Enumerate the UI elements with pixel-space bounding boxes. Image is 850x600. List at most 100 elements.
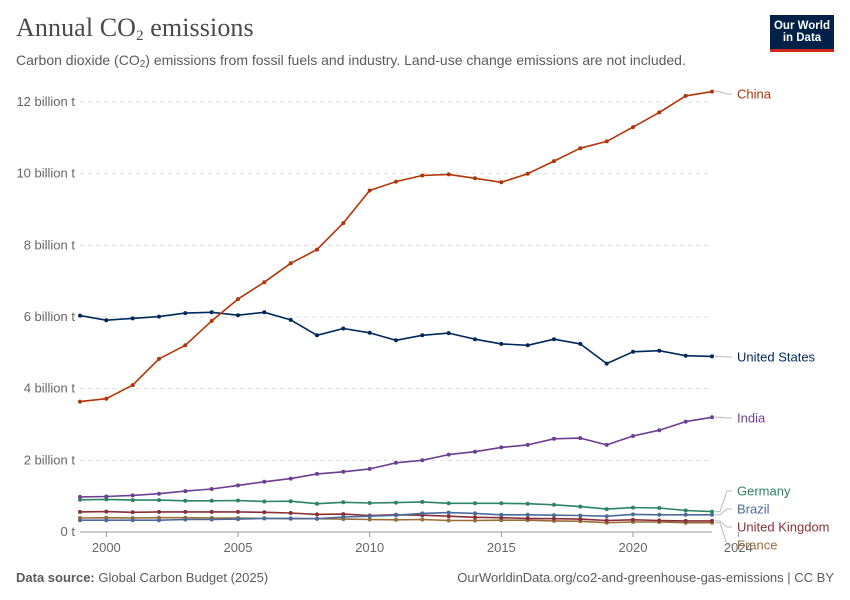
data-point-brazil[interactable] [130,518,135,523]
data-point-united-kingdom[interactable] [236,509,240,514]
data-point-united-kingdom[interactable] [631,517,635,522]
data-point-france[interactable] [473,518,477,523]
data-point-brazil[interactable] [420,511,425,516]
data-point-united-states[interactable] [683,353,688,358]
data-point-india[interactable] [420,458,425,463]
data-point-france[interactable] [446,518,451,523]
data-point-united-kingdom[interactable] [525,516,530,521]
data-point-india[interactable] [710,415,714,420]
data-point-brazil[interactable] [78,518,82,523]
data-point-united-kingdom[interactable] [552,516,556,521]
data-point-china[interactable] [473,176,477,181]
data-point-united-kingdom[interactable] [657,518,662,523]
data-point-brazil[interactable] [710,512,714,517]
data-point-china[interactable] [420,173,425,178]
data-point-brazil[interactable] [236,517,240,522]
data-point-china[interactable] [315,247,319,252]
data-point-brazil[interactable] [183,517,188,522]
data-point-china[interactable] [552,159,556,164]
data-point-france[interactable] [420,517,425,522]
data-point-united-states[interactable] [657,348,662,353]
data-point-france[interactable] [394,517,398,522]
series-label-india[interactable]: India [737,411,766,426]
data-point-india[interactable] [315,471,319,476]
data-point-china[interactable] [499,180,504,185]
data-point-germany[interactable] [104,497,109,502]
data-point-india[interactable] [341,469,346,474]
data-point-brazil[interactable] [262,516,267,521]
data-point-germany[interactable] [209,498,214,503]
data-point-germany[interactable] [552,502,556,507]
data-point-united-states[interactable] [631,349,635,354]
data-point-germany[interactable] [341,500,346,505]
owid-logo[interactable]: Our World in Data [770,15,834,52]
data-point-india[interactable] [552,436,556,441]
data-point-china[interactable] [236,297,240,302]
data-point-india[interactable] [104,494,109,499]
data-point-brazil[interactable] [525,512,530,517]
data-point-india[interactable] [446,452,451,457]
data-point-united-kingdom[interactable] [104,509,109,514]
series-label-brazil[interactable]: Brazil [737,502,770,517]
data-point-germany[interactable] [183,498,188,503]
data-point-united-kingdom[interactable] [262,510,267,515]
source-link[interactable]: OurWorldinData.org/co2-and-greenhouse-ga… [457,570,834,585]
data-point-china[interactable] [710,89,714,94]
data-point-china[interactable] [578,146,583,151]
series-line-china[interactable] [79,90,713,403]
data-point-germany[interactable] [394,500,398,505]
data-point-brazil[interactable] [367,514,372,519]
series-india[interactable] [78,415,714,499]
data-point-germany[interactable] [157,498,161,503]
data-point-brazil[interactable] [604,514,609,519]
data-point-germany[interactable] [262,499,267,504]
data-point-united-states[interactable] [394,338,398,343]
data-point-united-states[interactable] [262,310,267,315]
data-point-germany[interactable] [525,501,530,506]
data-point-brazil[interactable] [473,511,477,516]
data-point-united-kingdom[interactable] [341,512,346,517]
data-point-china[interactable] [367,188,372,193]
data-point-germany[interactable] [446,501,451,506]
data-point-india[interactable] [288,476,293,481]
data-point-united-kingdom[interactable] [209,509,214,514]
data-point-united-kingdom[interactable] [473,515,477,520]
data-point-china[interactable] [604,139,609,144]
data-point-brazil[interactable] [552,513,556,518]
data-point-brazil[interactable] [288,516,293,521]
data-point-india[interactable] [578,436,583,441]
data-point-germany[interactable] [315,501,319,506]
data-point-china[interactable] [104,396,109,401]
data-point-brazil[interactable] [446,510,451,515]
data-point-china[interactable] [525,171,530,176]
data-point-china[interactable] [78,399,82,404]
data-point-germany[interactable] [288,499,293,504]
data-point-india[interactable] [394,460,398,465]
data-point-germany[interactable] [578,504,583,509]
data-point-china[interactable] [157,356,161,361]
data-point-united-states[interactable] [499,341,504,346]
data-point-brazil[interactable] [394,513,398,518]
series-line-india[interactable] [79,416,713,498]
data-point-india[interactable] [604,442,609,447]
data-point-france[interactable] [367,517,372,522]
data-point-india[interactable] [262,479,267,484]
data-point-germany[interactable] [604,507,609,512]
data-point-india[interactable] [657,428,662,433]
data-point-india[interactable] [683,419,688,424]
data-point-united-kingdom[interactable] [578,517,583,522]
data-point-china[interactable] [631,125,635,130]
data-point-germany[interactable] [130,498,135,503]
data-point-india[interactable] [631,434,635,438]
series-germany[interactable] [78,497,714,514]
series-brazil[interactable] [78,510,714,523]
data-point-india[interactable] [473,449,477,454]
data-point-united-kingdom[interactable] [130,510,135,515]
data-point-china[interactable] [683,93,688,98]
data-point-germany[interactable] [78,497,82,502]
data-point-china[interactable] [446,172,451,177]
data-point-germany[interactable] [420,499,425,504]
data-point-united-states[interactable] [236,313,240,318]
data-point-united-states[interactable] [578,341,583,346]
data-point-united-states[interactable] [157,314,161,319]
